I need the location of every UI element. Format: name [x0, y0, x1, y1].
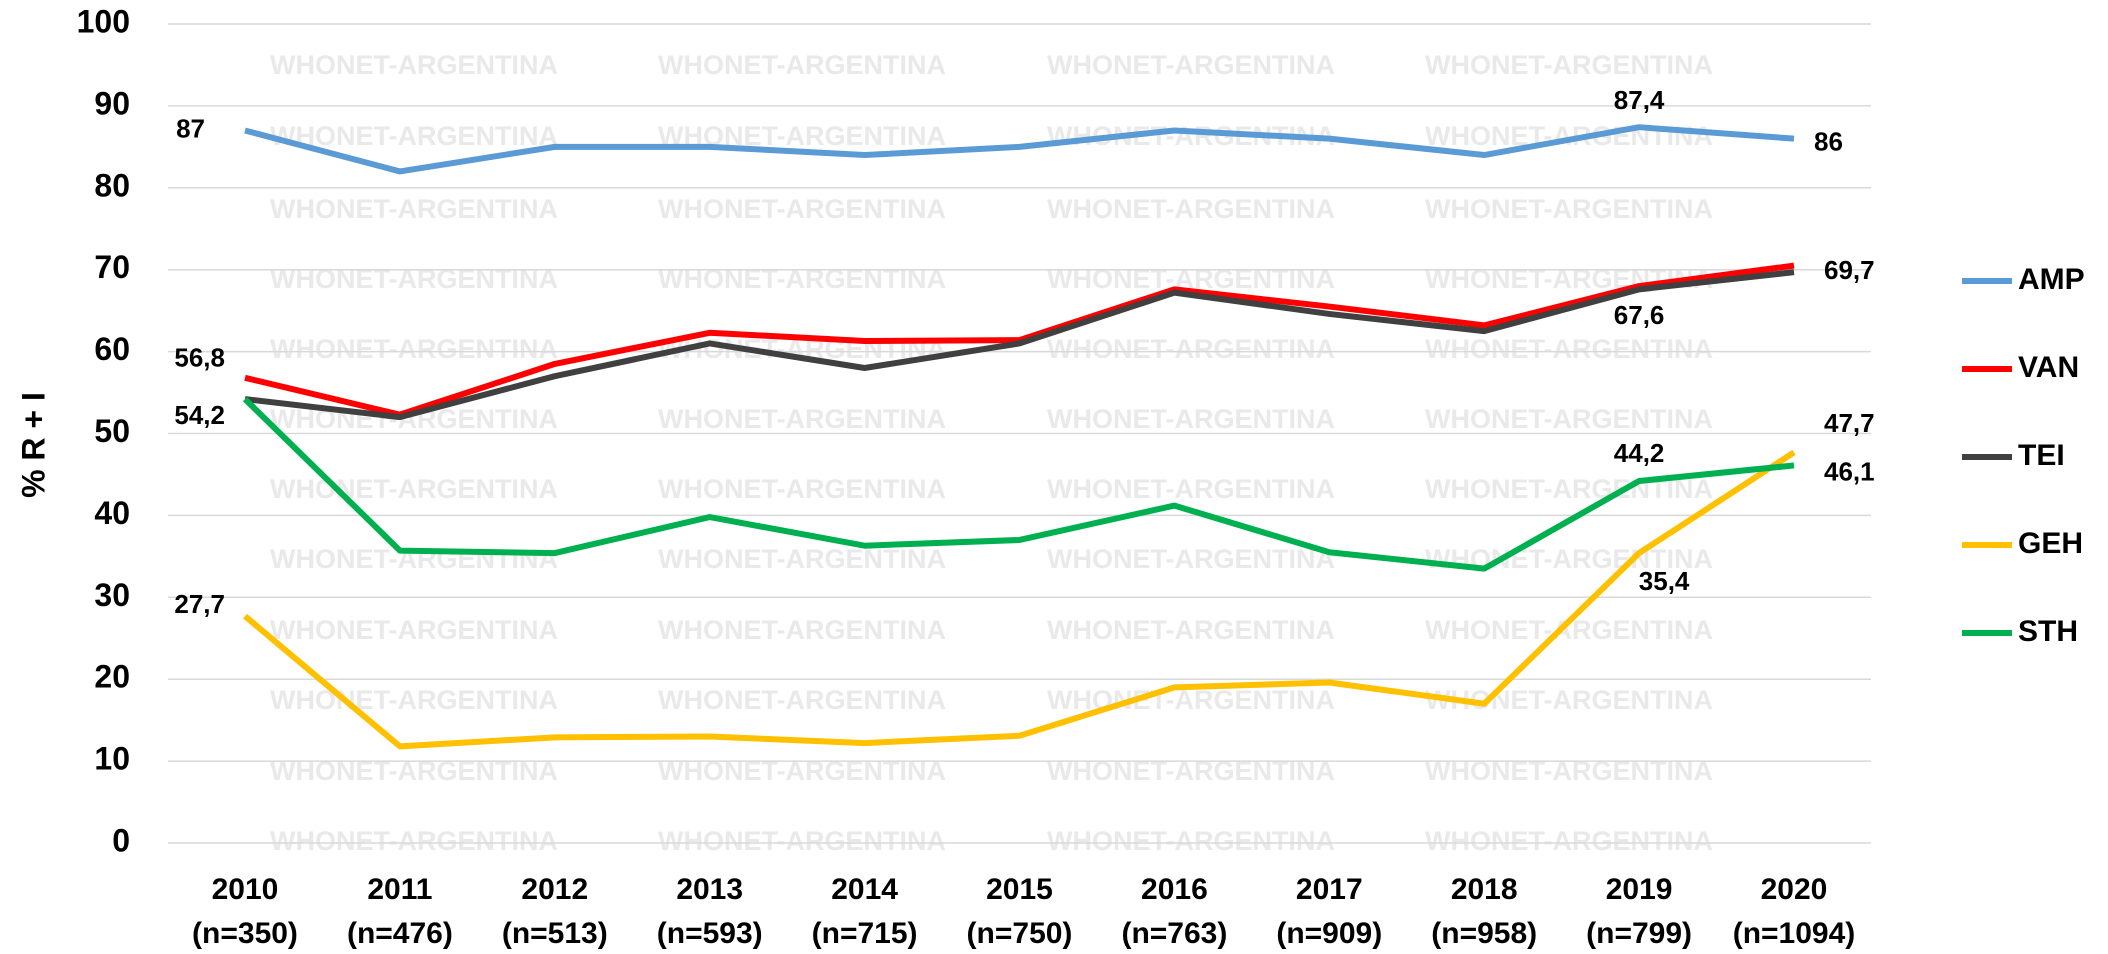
x-tick-label: 2014 [831, 873, 898, 906]
watermark: WHONET-ARGENTINA [1047, 615, 1335, 645]
watermark: WHONET-ARGENTINA [270, 264, 558, 294]
watermark: WHONET-ARGENTINA [1047, 826, 1335, 856]
watermark: WHONET-ARGENTINA [1047, 194, 1335, 224]
data-label: 54,2 [174, 400, 225, 430]
legend-label: GEH [2018, 527, 2083, 560]
series-line [244, 262, 1795, 418]
y-tick-label: 80 [94, 167, 130, 203]
x-tick-sublabel: (n=958) [1431, 917, 1537, 950]
x-tick-label: 2019 [1606, 873, 1673, 906]
data-label: 44,2 [1614, 438, 1665, 468]
y-tick-label: 0 [112, 822, 130, 858]
x-tick-label: 2020 [1761, 873, 1828, 906]
x-tick-label: 2017 [1296, 873, 1363, 906]
data-label: 87 [176, 113, 205, 143]
series-line [242, 396, 1795, 572]
x-tick-sublabel: (n=750) [967, 917, 1073, 950]
y-axis-label: % R + I [15, 392, 51, 498]
watermark: WHONET-ARGENTINA [1425, 50, 1713, 80]
watermark: WHONET-ARGENTINA [1047, 50, 1335, 80]
series-line [243, 449, 1796, 750]
data-label: 27,7 [174, 589, 225, 619]
watermark: WHONET-ARGENTINA [1425, 826, 1713, 856]
x-tick-label: 2018 [1451, 873, 1518, 906]
x-tick-sublabel: (n=350) [192, 917, 298, 950]
x-tick-sublabel: (n=909) [1276, 917, 1382, 950]
data-label: 46,1 [1824, 456, 1875, 486]
watermark: WHONET-ARGENTINA [658, 194, 946, 224]
watermark: WHONET-ARGENTINA [1425, 194, 1713, 224]
watermark: WHONET-ARGENTINA [658, 404, 946, 434]
x-tick-sublabel: (n=593) [657, 917, 763, 950]
watermark: WHONET-ARGENTINA [658, 474, 946, 504]
watermark: WHONET-ARGENTINA [270, 121, 558, 151]
watermark: WHONET-ARGENTINA [658, 615, 946, 645]
watermark: WHONET-ARGENTINA [1425, 121, 1713, 151]
data-label: 56,8 [174, 343, 225, 373]
watermark: WHONET-ARGENTINA [270, 194, 558, 224]
watermark: WHONET-ARGENTINA [658, 264, 946, 294]
watermark: WHONET-ARGENTINA [270, 474, 558, 504]
watermark: WHONET-ARGENTINA [270, 685, 558, 715]
watermark: WHONET-ARGENTINA [1047, 544, 1335, 574]
watermark: WHONET-ARGENTINA [270, 50, 558, 80]
legend-label: TEI [2018, 439, 2065, 472]
watermark: WHONET-ARGENTINA [270, 615, 558, 645]
watermark: WHONET-ARGENTINA [270, 826, 558, 856]
legend-label: STH [2018, 615, 2078, 648]
watermark: WHONET-ARGENTINA [1047, 474, 1335, 504]
watermark: WHONET-ARGENTINA [658, 50, 946, 80]
y-tick-label: 50 [94, 413, 130, 449]
x-tick-sublabel: (n=513) [502, 917, 608, 950]
data-label: 35,4 [1639, 566, 1690, 596]
x-tick-sublabel: (n=715) [812, 917, 918, 950]
x-tick-label: 2010 [212, 873, 279, 906]
x-tick-sublabel: (n=799) [1586, 917, 1692, 950]
y-tick-label: 70 [94, 249, 130, 285]
series-line [244, 269, 1795, 421]
x-tick-sublabel: (n=763) [1121, 917, 1227, 950]
watermark: WHONET-ARGENTINA [658, 544, 946, 574]
data-label: 69,7 [1824, 255, 1875, 285]
watermark: WHONET-ARGENTINA [1047, 404, 1335, 434]
x-tick-label: 2015 [986, 873, 1053, 906]
watermark: WHONET-ARGENTINA [1425, 334, 1713, 364]
y-tick-label: 60 [94, 331, 130, 367]
watermark: WHONET-ARGENTINA [1047, 334, 1335, 364]
y-tick-label: 100 [77, 3, 130, 39]
y-tick-label: 30 [94, 577, 130, 613]
x-tick-sublabel: (n=476) [347, 917, 453, 950]
watermark: WHONET-ARGENTINA [658, 826, 946, 856]
x-tick-label: 2013 [676, 873, 743, 906]
watermark: WHONET-ARGENTINA [658, 685, 946, 715]
watermark: WHONET-ARGENTINA [270, 334, 558, 364]
x-tick-sublabel: (n=1094) [1733, 917, 1856, 950]
series-line [244, 124, 1795, 175]
data-label: 86 [1814, 127, 1843, 157]
y-tick-label: 40 [94, 495, 130, 531]
data-label: 67,6 [1614, 300, 1665, 330]
y-tick-label: 20 [94, 659, 130, 695]
x-tick-label: 2012 [521, 873, 588, 906]
watermark: WHONET-ARGENTINA [1425, 404, 1713, 434]
y-tick-label: 90 [94, 85, 130, 121]
legend-label: AMP [2018, 263, 2085, 296]
legend-label: VAN [2018, 351, 2079, 384]
x-tick-label: 2011 [367, 873, 432, 906]
data-label: 47,7 [1824, 408, 1875, 438]
x-tick-label: 2016 [1141, 873, 1208, 906]
data-label: 87,4 [1614, 85, 1665, 115]
y-tick-label: 10 [94, 741, 130, 777]
